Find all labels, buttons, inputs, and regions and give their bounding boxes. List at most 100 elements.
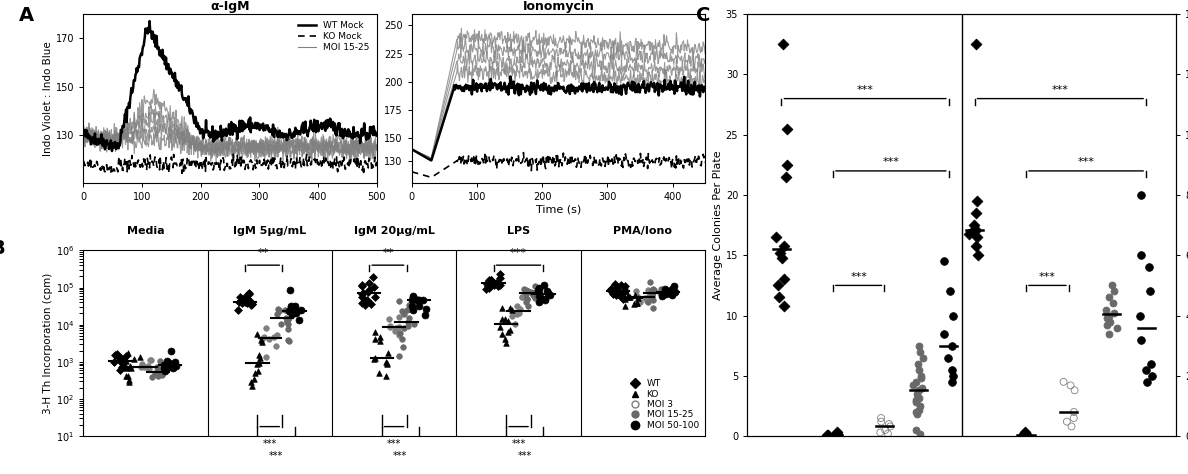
Point [110,356,129,363]
Point [152,372,171,379]
Point [499,328,518,336]
Point [627,299,646,306]
Point [777,161,796,169]
Point [644,304,663,312]
Text: ***: *** [393,451,407,461]
Point [110,355,129,362]
Point [353,300,372,307]
Point [872,418,891,425]
Point [531,293,550,301]
Point [525,294,544,301]
Point [486,280,505,287]
Text: PMA/Iono: PMA/Iono [613,226,672,236]
Point [537,287,556,294]
Point [517,290,536,298]
Point [611,291,630,299]
Point [615,302,634,310]
Point [242,379,261,386]
Point [154,362,173,369]
Point [636,294,655,301]
Point [148,365,168,372]
Point [643,293,662,301]
Point [904,382,923,389]
Point [253,338,272,346]
Point [242,300,261,308]
Text: B: B [0,239,5,258]
Point [491,281,510,289]
Point [116,363,135,371]
Point [148,372,168,380]
Point [380,323,399,330]
Point [643,286,662,294]
Point [906,396,925,404]
Point [364,273,383,281]
Point [407,296,426,304]
Point [912,384,931,392]
Point [639,298,658,306]
Point [485,281,504,288]
Y-axis label: 3-H Th Incorporation (cpm): 3-H Th Incorporation (cpm) [43,273,53,414]
Point [529,286,548,294]
Point [112,354,131,362]
Point [525,283,544,290]
Point [965,225,984,233]
Text: ***: *** [268,451,283,461]
Point [775,242,794,249]
Point [358,296,377,303]
Point [479,278,498,286]
Point [377,358,396,365]
Point [935,257,954,265]
Point [1105,310,1124,317]
Point [165,358,184,365]
Point [943,372,962,380]
Point [115,357,134,365]
Point [378,349,397,357]
Point [1100,318,1119,325]
Point [116,357,135,365]
Point [476,285,495,292]
Point [652,292,671,300]
Point [265,333,284,340]
Point [527,287,546,294]
Point [914,354,933,362]
Point [399,301,418,309]
Point [518,295,537,303]
Point [491,324,510,331]
Point [522,288,541,295]
Point [355,301,374,309]
Point [827,428,846,436]
Point [909,394,928,401]
Point [391,329,410,337]
Point [392,336,411,343]
Point [361,300,380,308]
Point [500,304,519,311]
Point [254,333,273,340]
Point [105,358,124,365]
Point [1139,264,1158,271]
Point [407,296,426,303]
Point [400,314,419,322]
Point [906,408,925,416]
Point [1131,191,1150,199]
Point [121,362,140,369]
Point [613,289,632,296]
Point [1097,306,1116,313]
Point [116,372,135,380]
Point [108,351,127,358]
Point [605,280,624,288]
Point [403,302,422,310]
Point [499,317,518,324]
Point [910,406,929,413]
Point [1017,432,1036,439]
Point [620,293,639,301]
Legend: WT, KO, MOI 3, MOI 15-25, MOI 50-100: WT, KO, MOI 3, MOI 15-25, MOI 50-100 [628,377,701,431]
Point [1015,430,1034,438]
Point [257,354,276,361]
Point [909,366,928,374]
Point [282,302,301,310]
Point [529,285,548,292]
Point [279,314,298,322]
Point [872,414,891,422]
Point [645,286,664,294]
Point [966,41,985,48]
